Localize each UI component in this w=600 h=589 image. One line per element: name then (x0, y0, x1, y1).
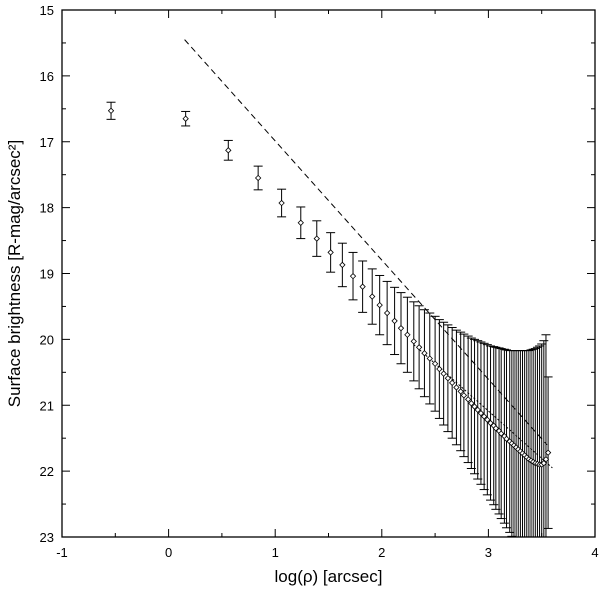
data-point (477, 409, 485, 417)
data-point (487, 419, 494, 427)
y-tick-label: 18 (40, 201, 54, 216)
y-tick-label: 19 (40, 267, 54, 282)
data-point (415, 344, 423, 351)
data-point (349, 272, 357, 280)
data-point (498, 430, 505, 437)
data-point (544, 449, 552, 456)
dotted-fit-line (413, 344, 553, 469)
y-tick-label: 16 (40, 69, 54, 84)
data-point (484, 416, 491, 423)
data-point (457, 388, 464, 395)
data-point (426, 355, 433, 362)
data-point (474, 406, 481, 414)
y-tick-label: 21 (40, 398, 54, 413)
y-tick-label: 20 (40, 332, 54, 347)
data-point (542, 456, 550, 463)
data-markers (107, 107, 552, 468)
data-point (404, 331, 411, 338)
x-tick-label: -1 (56, 545, 68, 560)
data-point (444, 375, 452, 382)
fit-lines (184, 39, 553, 469)
data-point (492, 425, 500, 432)
data-point (376, 301, 383, 309)
data-point (182, 115, 189, 122)
data-point (107, 107, 115, 114)
x-tick-label: 0 (165, 545, 172, 560)
data-point (440, 370, 447, 377)
x-tick-labels: -1 0 1 2 3 4 (56, 545, 598, 560)
x-tick-label: 3 (485, 545, 492, 560)
dashed-fit-line (184, 39, 548, 446)
data-point (503, 435, 510, 443)
y-tick-label: 17 (40, 135, 54, 150)
data-point (278, 199, 285, 207)
data-point (436, 365, 443, 373)
data-point (369, 293, 376, 300)
data-point (431, 360, 439, 367)
data-point (464, 396, 472, 403)
data-point (254, 174, 262, 182)
data-point (391, 317, 398, 325)
x-tick-label: 1 (272, 545, 279, 560)
data-point (397, 325, 405, 332)
data-point (313, 235, 320, 242)
axis-ticks (61, 9, 596, 538)
x-tick-label: 4 (591, 545, 598, 560)
data-point (297, 219, 304, 226)
y-tick-label: 22 (40, 464, 54, 479)
data-point (460, 392, 468, 399)
x-tick-label: 2 (378, 545, 385, 560)
x-axis-title: log(ρ) [arcsec] (275, 567, 383, 586)
plot-area (61, 9, 596, 538)
data-point (225, 147, 232, 154)
data-point (421, 350, 428, 357)
data-point (410, 338, 417, 345)
data-point (327, 249, 334, 256)
data-point (468, 400, 475, 407)
data-point (448, 379, 456, 387)
data-point (359, 283, 366, 290)
y-tick-label: 23 (40, 530, 54, 545)
data-point (453, 384, 460, 391)
y-tick-label: 15 (40, 3, 54, 18)
data-point (480, 413, 488, 420)
data-point (471, 403, 478, 410)
data-point (540, 460, 547, 467)
data-point (383, 309, 391, 317)
data-point (339, 261, 346, 269)
y-axis-title: Surface brightness [R-mag/arcsec²] (5, 140, 24, 407)
y-tick-labels: 15 16 17 18 19 20 21 22 23 (40, 3, 54, 545)
